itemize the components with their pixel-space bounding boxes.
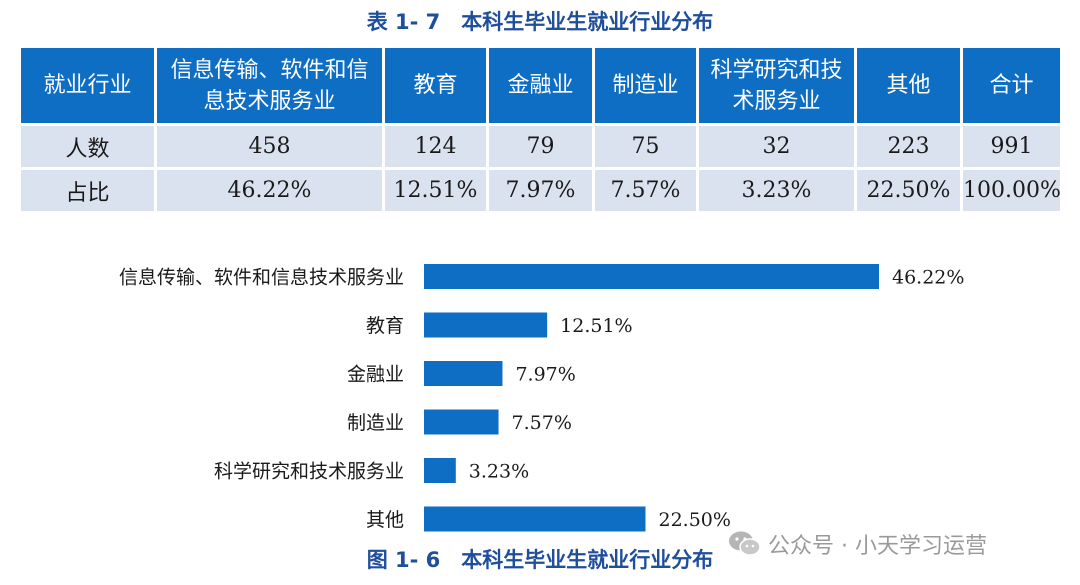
- wechat-icon: [729, 531, 761, 556]
- header-cell-total: 合计: [960, 45, 1063, 126]
- bar-4: [424, 458, 456, 483]
- table-row-count: 人数 458 124 79 75 32 223 991: [18, 123, 1063, 170]
- category-label-1: 教育: [366, 315, 404, 337]
- value-label-0: 46.22%: [892, 267, 964, 289]
- watermark: 公众号 · 小天学习运营: [728, 528, 987, 560]
- cell-count-manufacturing: 75: [592, 123, 699, 170]
- table-header-row: 就业行业 信息传输、软件和信息技术服务业 教育 金融业 制造业 科学研究和技术服…: [18, 45, 1063, 126]
- bar-3: [424, 409, 499, 435]
- category-label-5: 其他: [366, 509, 404, 531]
- header-cell-manufacturing: 制造业: [592, 45, 699, 126]
- figure-title: 图 1- 6 本科生毕业生就业行业分布: [366, 548, 714, 572]
- header-cell-industry: 就业行业: [18, 45, 157, 126]
- cell-count-total: 991: [960, 123, 1063, 170]
- watermark-text: 公众号 · 小天学习运营: [768, 534, 987, 559]
- cell-count-finance: 79: [486, 123, 595, 170]
- value-label-5: 22.50%: [658, 509, 730, 531]
- cell-share-manufacturing: 7.57%: [592, 167, 699, 214]
- cell-count-education: 124: [382, 123, 489, 170]
- cell-share-research: 3.23%: [696, 167, 857, 214]
- header-cell-education: 教育: [382, 45, 489, 126]
- cell-share-education: 12.51%: [382, 167, 489, 214]
- cell-count-research: 32: [696, 123, 857, 170]
- value-label-2: 7.97%: [515, 364, 575, 386]
- cell-count-other: 223: [854, 123, 963, 170]
- category-label-0: 信息传输、软件和信息技术服务业: [119, 267, 404, 289]
- header-cell-it: 信息传输、软件和信息技术服务业: [154, 45, 385, 126]
- value-label-4: 3.23%: [469, 461, 529, 483]
- cell-share-finance: 7.97%: [486, 167, 595, 214]
- cell-count-it: 458: [154, 123, 385, 170]
- value-label-1: 12.51%: [560, 315, 632, 337]
- employment-table: 就业行业 信息传输、软件和信息技术服务业 教育 金融业 制造业 科学研究和技术服…: [18, 45, 1063, 214]
- bar-1: [424, 312, 548, 338]
- cell-share-it: 46.22%: [154, 167, 385, 214]
- bar-2: [424, 361, 503, 386]
- category-label-4: 科学研究和技术服务业: [214, 461, 404, 483]
- cell-share-other: 22.50%: [854, 167, 963, 214]
- table-title: 表 1- 7 本科生毕业生就业行业分布: [366, 10, 714, 34]
- bar-5: [424, 506, 646, 532]
- row-label-share: 占比: [18, 167, 157, 214]
- cell-share-total: 100.00%: [960, 167, 1063, 214]
- header-cell-research: 科学研究和技术服务业: [696, 45, 857, 126]
- header-cell-finance: 金融业: [486, 45, 595, 126]
- bar-0: [424, 264, 879, 289]
- category-label-2: 金融业: [347, 364, 404, 386]
- value-label-3: 7.57%: [512, 412, 572, 434]
- header-cell-other: 其他: [854, 45, 963, 126]
- category-label-3: 制造业: [347, 412, 404, 434]
- row-label-count: 人数: [18, 123, 157, 170]
- table-row-share: 占比 46.22% 12.51% 7.97% 7.57% 3.23% 22.50…: [18, 167, 1063, 214]
